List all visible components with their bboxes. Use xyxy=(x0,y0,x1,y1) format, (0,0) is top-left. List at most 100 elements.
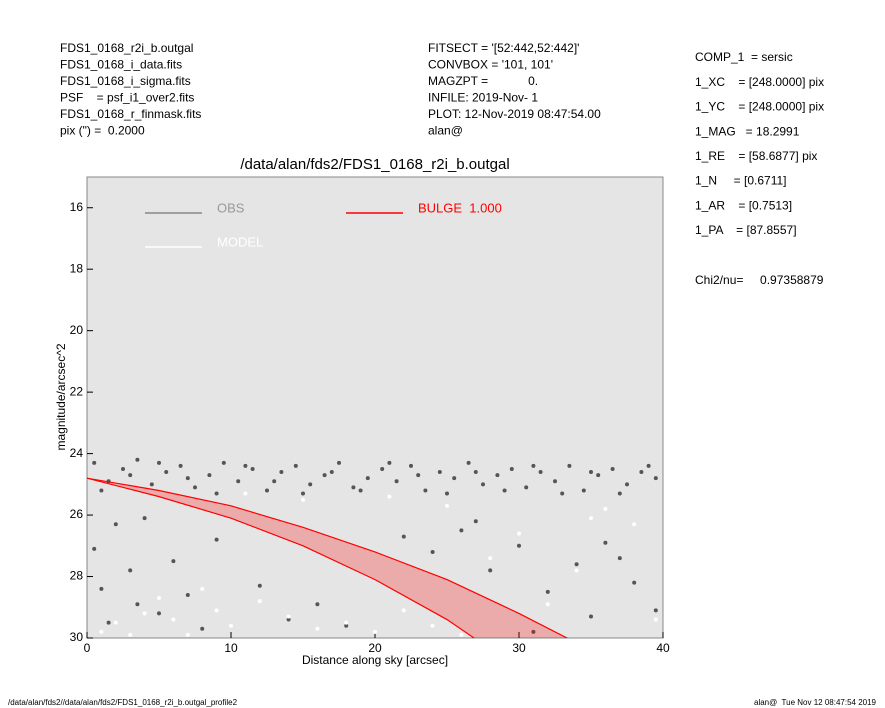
point xyxy=(243,491,248,496)
point xyxy=(473,470,478,475)
point xyxy=(185,632,190,637)
point xyxy=(401,534,406,539)
point xyxy=(365,476,370,481)
point xyxy=(387,460,392,465)
point xyxy=(171,617,176,622)
legend-label: BULGE 1.000 xyxy=(418,200,502,215)
point xyxy=(509,466,514,471)
x-axis-label: Distance along sky [arcsec] xyxy=(302,653,448,667)
point xyxy=(517,531,521,536)
point xyxy=(473,519,478,524)
plot-marks xyxy=(87,457,658,638)
point xyxy=(430,623,435,628)
point xyxy=(531,629,536,634)
point xyxy=(488,556,493,561)
y-tick-label: 24 xyxy=(70,446,84,460)
point xyxy=(171,559,176,564)
y-tick-label: 18 xyxy=(70,261,84,275)
point xyxy=(560,491,565,496)
point xyxy=(301,491,305,496)
header-line: PSF = psf_i1_over2.fits xyxy=(60,91,194,105)
point xyxy=(596,473,601,478)
header-line: PLOT: 12-Nov-2019 08:47:54.00 xyxy=(428,107,601,121)
point xyxy=(315,602,320,607)
legend-label: MODEL xyxy=(217,234,263,249)
point xyxy=(574,568,579,573)
chi-square: Chi2/nu= 0.97358879 xyxy=(695,273,824,287)
header-line: 1_XC = [248.0000] pix xyxy=(695,75,824,89)
header-line: FITSECT = '[52:442,52:442]' xyxy=(428,41,579,55)
point xyxy=(445,491,449,496)
point xyxy=(437,470,442,475)
y-tick-label: 22 xyxy=(70,384,84,398)
point xyxy=(553,479,557,484)
header-line: CONVBOX = '101, 101' xyxy=(428,58,553,72)
point xyxy=(257,583,262,588)
point xyxy=(315,626,320,631)
point xyxy=(128,568,133,573)
point xyxy=(200,626,205,631)
bulge-band xyxy=(87,478,567,638)
point xyxy=(322,473,327,478)
point xyxy=(149,482,154,487)
point xyxy=(567,463,572,468)
point xyxy=(617,556,622,561)
point xyxy=(380,466,385,471)
point xyxy=(113,620,118,625)
header-line: 1_MAG = 18.2991 xyxy=(695,124,800,138)
bulge-upper xyxy=(87,477,569,638)
point xyxy=(113,522,118,527)
y-tick-label: 16 xyxy=(70,200,84,214)
header-line: 1_YC = [248.0000] pix xyxy=(695,100,824,114)
point xyxy=(344,623,349,628)
point xyxy=(423,488,428,493)
point xyxy=(445,503,449,508)
header-line: pix (") = 0.2000 xyxy=(60,124,145,138)
point xyxy=(495,473,500,478)
point xyxy=(524,485,529,490)
header-line: alan@ xyxy=(428,124,463,138)
point xyxy=(193,485,197,490)
point xyxy=(589,470,593,475)
point xyxy=(625,482,629,487)
point xyxy=(135,457,140,462)
footer-stamp: alan@ Tue Nov 12 08:47:54 2019 xyxy=(754,698,877,707)
legend-label: OBS xyxy=(217,200,245,215)
point xyxy=(394,479,399,484)
point xyxy=(214,537,219,542)
header-line: 1_RE = [58.6877] pix xyxy=(695,149,817,163)
header-line: INFILE: 2019-Nov- 1 xyxy=(428,91,538,105)
point xyxy=(236,479,241,484)
point xyxy=(517,543,521,548)
point xyxy=(488,568,493,573)
point xyxy=(99,586,104,591)
point xyxy=(157,460,161,465)
point xyxy=(531,463,536,468)
point xyxy=(653,476,658,481)
point xyxy=(481,482,485,487)
x-tick-label: 0 xyxy=(84,641,91,655)
point xyxy=(92,546,97,551)
point xyxy=(265,488,269,493)
point xyxy=(603,540,608,545)
point xyxy=(135,602,140,607)
header-line: 1_N = [0.6711] xyxy=(695,174,787,188)
point xyxy=(589,614,593,619)
point xyxy=(430,549,435,554)
point xyxy=(200,586,205,591)
point xyxy=(301,497,305,502)
point xyxy=(99,629,104,634)
point xyxy=(603,506,608,511)
chart-title: /data/alan/fds2/FDS1_0168_r2i_b.outgal xyxy=(240,156,509,173)
point xyxy=(401,608,406,613)
point xyxy=(337,460,341,465)
point xyxy=(229,623,233,628)
header-line: 1_PA = [87.8557] xyxy=(695,223,797,237)
point xyxy=(207,473,212,478)
point xyxy=(466,460,471,465)
point xyxy=(157,611,161,616)
point xyxy=(272,479,277,484)
header-line: 1_AR = [0.7513] xyxy=(695,198,792,212)
